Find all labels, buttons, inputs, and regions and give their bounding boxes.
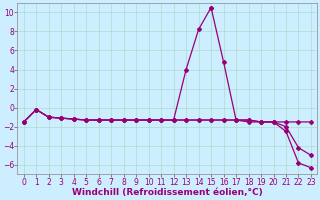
X-axis label: Windchill (Refroidissement éolien,°C): Windchill (Refroidissement éolien,°C)	[72, 188, 263, 197]
